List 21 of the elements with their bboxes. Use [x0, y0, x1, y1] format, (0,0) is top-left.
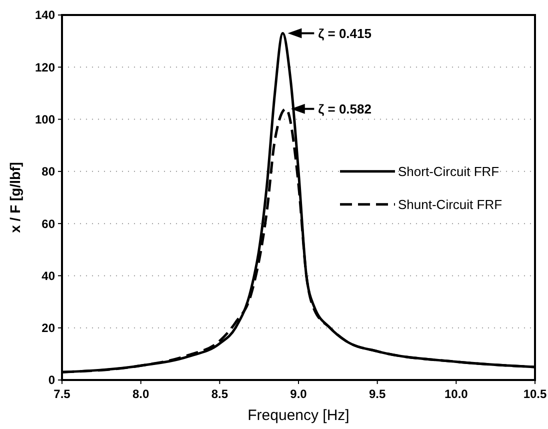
- y-axis-title: x / F [g/lbf]: [7, 162, 23, 233]
- annotation: ζ = 0.415: [318, 26, 372, 41]
- x-tick-label: 8.0: [132, 387, 150, 401]
- x-axis-title: Frequency [Hz]: [248, 407, 350, 424]
- legend-label: Short-Circuit FRF: [398, 164, 500, 179]
- x-tick-label: 7.5: [54, 387, 71, 401]
- x-tick-label: 9.0: [290, 387, 308, 401]
- y-tick-label: 20: [42, 321, 56, 336]
- x-tick-label: 9.5: [368, 387, 386, 401]
- y-tick-label: 80: [42, 164, 56, 179]
- annotation: ζ = 0.582: [318, 101, 372, 116]
- x-tick-label: 10.5: [523, 387, 547, 401]
- y-tick-label: 40: [42, 268, 56, 283]
- x-tick-label: 10.0: [444, 387, 468, 401]
- y-tick-label: 120: [34, 60, 56, 74]
- y-tick-label: 140: [34, 8, 56, 22]
- legend-label: Shunt-Circuit FRF: [398, 196, 502, 212]
- y-tick-label: 0: [48, 373, 56, 388]
- y-tick-label: 60: [42, 216, 56, 231]
- y-tick-label: 100: [34, 112, 56, 126]
- x-tick-label: 8.5: [211, 387, 228, 401]
